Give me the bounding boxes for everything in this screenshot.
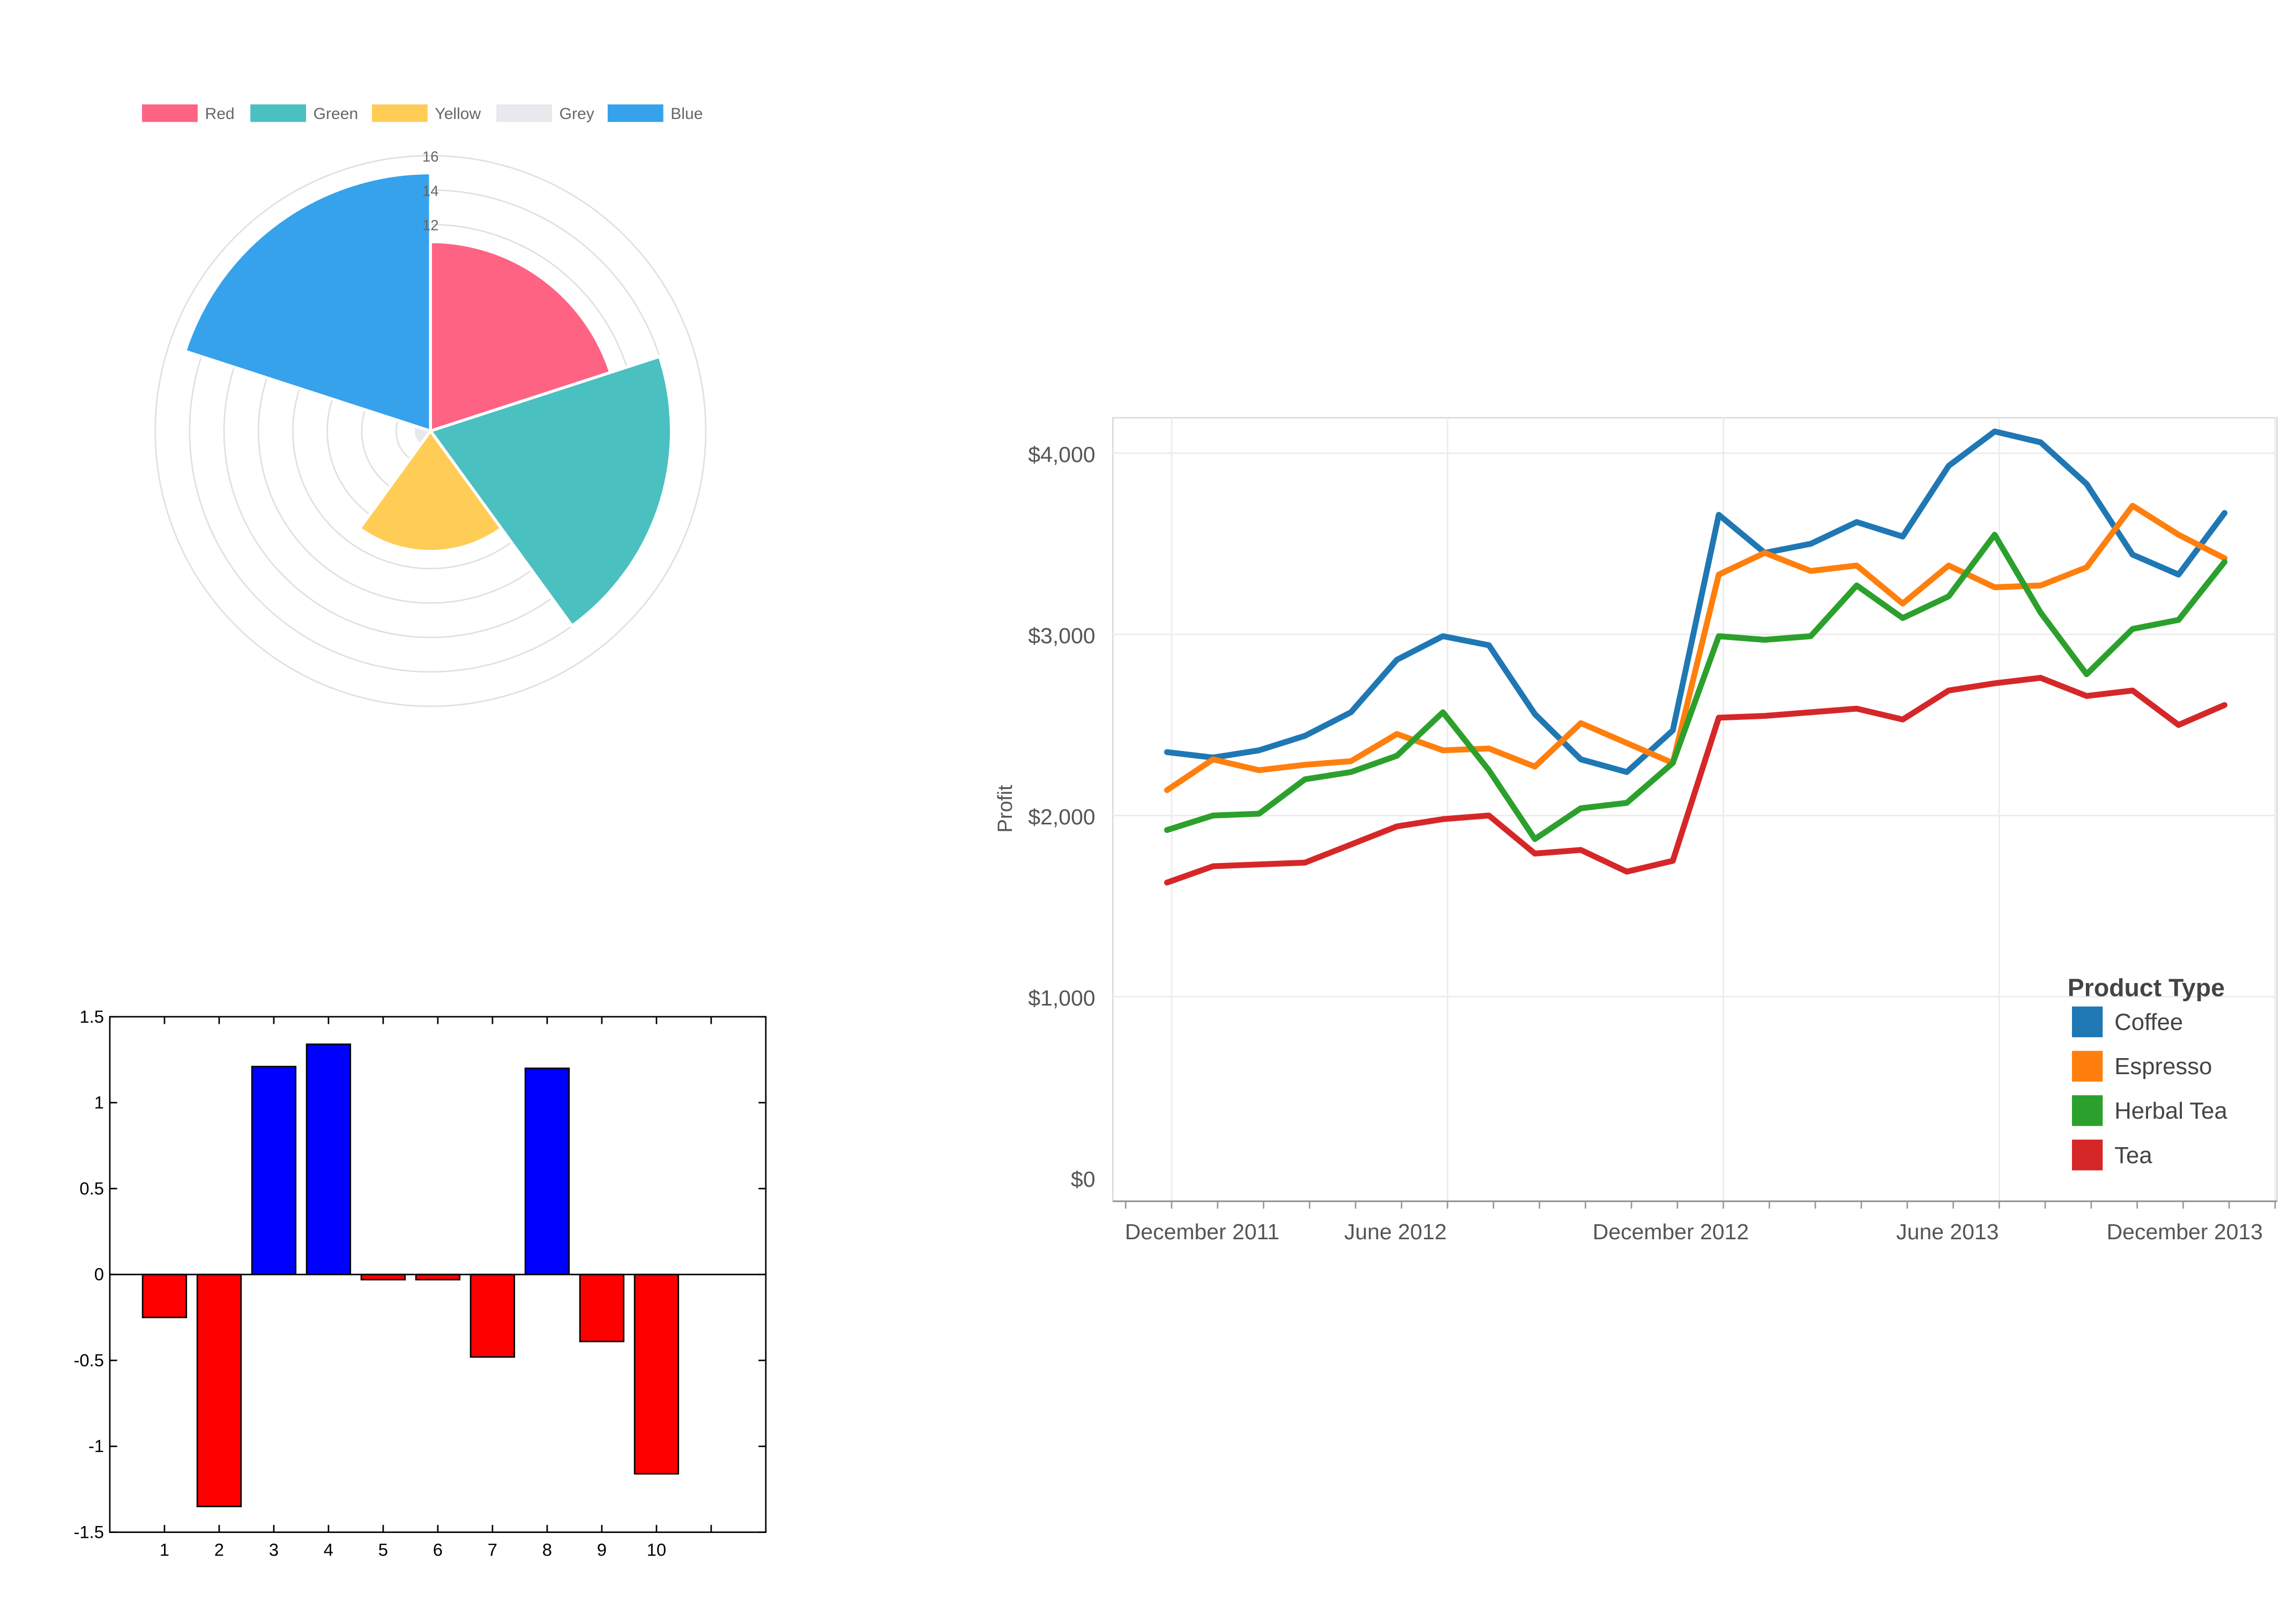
bar: [196, 1274, 242, 1507]
polar-legend-label: Green: [314, 105, 359, 123]
polar-legend-label: Red: [205, 105, 234, 123]
bar-x-tick-label: 1: [160, 1539, 169, 1559]
polar-legend: Red Green Yellow Grey Blue: [142, 104, 703, 123]
line-legend-swatch: [2071, 1140, 2103, 1171]
line-y-tick-label: $2,000: [1028, 805, 1095, 829]
bar: [579, 1274, 625, 1343]
line-y-tick-label: $3,000: [1028, 623, 1095, 648]
bar-x-tick-label: 9: [597, 1539, 607, 1559]
polar-segment: [183, 171, 432, 433]
line-x-tick-label: June 2013: [1896, 1219, 1999, 1244]
bar-x-tick-label: 8: [542, 1539, 552, 1559]
line-y-axis-label: Profit: [994, 785, 1017, 833]
polar-legend-swatch: [142, 104, 198, 122]
line-legend-swatch: [2071, 1051, 2103, 1082]
line-legend-swatch: [2071, 1006, 2103, 1038]
bar: [524, 1067, 570, 1276]
line-y-tick-label: $1,000: [1028, 986, 1095, 1010]
bar: [251, 1066, 297, 1276]
bar: [141, 1274, 188, 1319]
bar-chart: 1.5 1 0.5 0 -0.5 -1 -1.5 1 2 3 4 5 6 7 8 9 10: [74, 1007, 767, 1559]
line-legend-label: Tea: [2114, 1142, 2152, 1169]
bar-x-axis: 1 2 3 4 5 6 7 8 9 10: [160, 1016, 712, 1559]
bar-y-tick-label: -0.5: [74, 1350, 104, 1370]
line-legend-label: Espresso: [2114, 1053, 2212, 1080]
polar-area-chart: Red Green Yellow Grey Blue 16 14 12: [142, 104, 707, 708]
bar-y-tick-label: 1: [94, 1092, 104, 1112]
polar-legend-label: Blue: [670, 105, 703, 123]
line-x-axis: December 2011 June 2012 December 2012 June …: [1113, 1200, 2277, 1244]
line-series-path: [1164, 532, 2228, 842]
line-x-tick-label: June 2012: [1344, 1219, 1447, 1244]
line-legend-title: Product Type: [2068, 974, 2225, 1002]
bar-x-tick-label: 7: [488, 1539, 497, 1559]
line-series-path: [1164, 675, 2228, 885]
line-x-tick-label: December 2013: [2107, 1219, 2263, 1244]
polar-tick-label: 12: [422, 217, 438, 234]
line-x-tick-label: December 2012: [1593, 1219, 1749, 1244]
line-y-tick-label: $0: [1071, 1167, 1095, 1192]
bar-x-tick-label: 4: [324, 1539, 333, 1559]
line-plot-frame: [1112, 417, 2278, 1202]
polar-segments: [183, 171, 673, 628]
line-series-path: [1164, 503, 2228, 793]
bar: [469, 1274, 516, 1358]
line-y-axis: $4,000 $3,000 $2,000 $1,000 $0: [1028, 442, 1095, 1192]
polar-segment: [428, 354, 673, 628]
polar-legend-swatch: [496, 104, 553, 122]
bar-y-tick-label: 1.5: [79, 1007, 104, 1026]
polar-grid-ring: [154, 154, 707, 708]
bar-marks: [141, 1043, 680, 1507]
polar-legend-label: Yellow: [435, 105, 481, 123]
polar-legend-swatch: [371, 104, 428, 122]
bar: [415, 1274, 461, 1281]
line-y-tick-label: $4,000: [1028, 442, 1095, 467]
line-chart: $4,000 $3,000 $2,000 $1,000 $0 December 2011…: [994, 417, 2278, 1244]
bar: [305, 1043, 352, 1276]
bar-y-tick-label: -1.5: [74, 1522, 104, 1542]
line-series: [1164, 428, 2228, 885]
polar-legend-swatch: [607, 104, 664, 122]
line-series-path: [1164, 428, 2228, 775]
line-legend: Product Type Coffee Espresso Herbal Tea Tea: [2068, 974, 2227, 1171]
line-legend-label: Coffee: [2114, 1009, 2183, 1035]
polar-tick-label: 14: [422, 182, 438, 199]
line-legend-swatch: [2071, 1095, 2103, 1126]
bar-y-tick-label: 0: [94, 1264, 104, 1284]
bar-x-tick-label: 3: [269, 1539, 279, 1559]
polar-legend-label: Grey: [560, 105, 594, 123]
line-x-tick-label: December 2011: [1125, 1219, 1279, 1244]
line-legend-label: Herbal Tea: [2114, 1098, 2227, 1124]
bar-x-tick-label: 2: [214, 1539, 224, 1559]
bar-x-tick-label: 10: [647, 1539, 666, 1559]
bar-y-axis: 1.5 1 0.5 0 -0.5 -1 -1.5: [74, 1007, 766, 1542]
polar-segment: [357, 428, 504, 553]
polar-tick-labels: 16 14 12: [422, 148, 438, 233]
bar-y-tick-label: -1: [88, 1436, 104, 1456]
bar: [633, 1274, 680, 1475]
bar: [360, 1274, 406, 1281]
bar-x-tick-label: 5: [378, 1539, 388, 1559]
polar-legend-swatch: [250, 104, 307, 122]
bar-x-tick-label: 6: [433, 1539, 443, 1559]
bar-y-tick-label: 0.5: [79, 1178, 104, 1198]
polar-segment: [429, 240, 613, 433]
polar-tick-label: 16: [422, 148, 438, 165]
